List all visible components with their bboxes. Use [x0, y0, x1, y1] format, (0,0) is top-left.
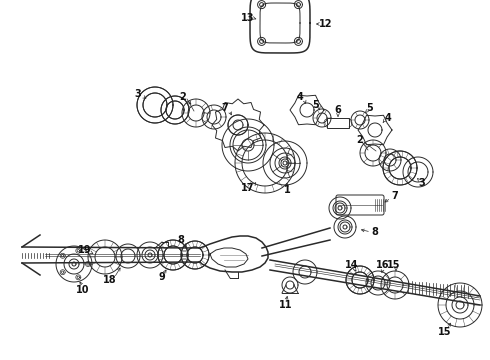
- Text: 12: 12: [319, 19, 333, 29]
- Text: 3: 3: [135, 89, 142, 99]
- Text: 7: 7: [392, 191, 398, 201]
- Text: 8: 8: [177, 235, 184, 245]
- Text: 14: 14: [345, 260, 359, 270]
- Text: 15: 15: [387, 260, 401, 270]
- Bar: [327, 118, 349, 128]
- Text: 18: 18: [103, 275, 117, 285]
- Text: 15: 15: [438, 327, 452, 337]
- Text: 5: 5: [367, 103, 373, 113]
- Text: 3: 3: [418, 178, 425, 188]
- Text: 6: 6: [335, 105, 342, 115]
- Text: 13: 13: [241, 13, 255, 23]
- Text: 2: 2: [357, 135, 364, 145]
- Text: 4: 4: [296, 92, 303, 102]
- Text: 19: 19: [78, 245, 92, 255]
- Text: 2: 2: [180, 92, 186, 102]
- Text: 8: 8: [371, 227, 378, 237]
- Text: 11: 11: [279, 300, 293, 310]
- Text: 5: 5: [313, 100, 319, 110]
- Text: 16: 16: [376, 260, 390, 270]
- Text: 9: 9: [159, 272, 166, 282]
- Text: 7: 7: [221, 103, 228, 113]
- Text: 4: 4: [385, 113, 392, 123]
- Text: 17: 17: [241, 183, 255, 193]
- Text: 1: 1: [284, 185, 291, 195]
- Text: 10: 10: [76, 285, 90, 295]
